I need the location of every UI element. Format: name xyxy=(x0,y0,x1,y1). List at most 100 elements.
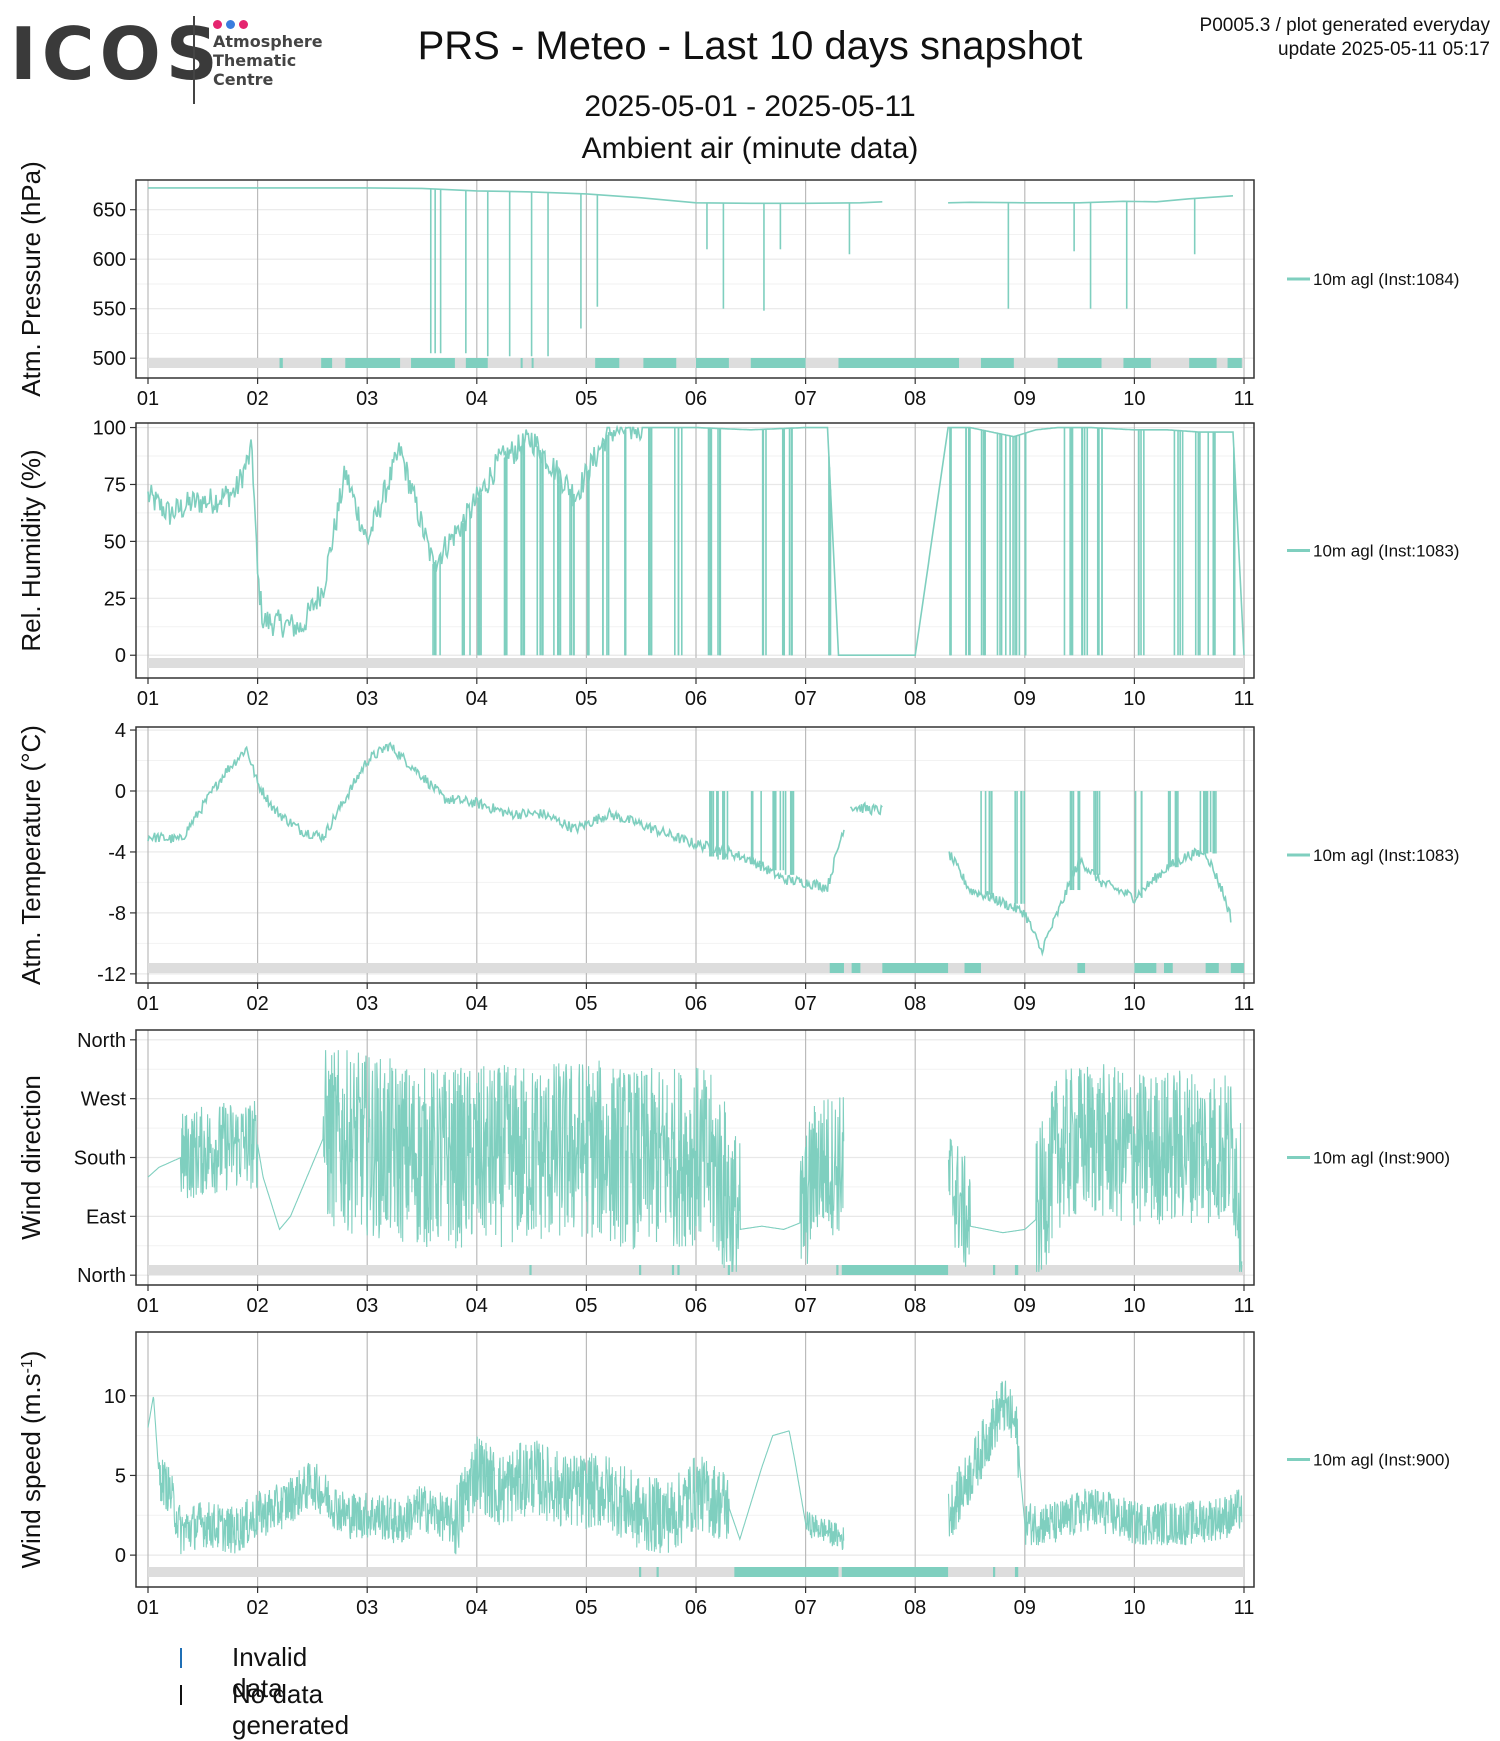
x-tick-label: 08 xyxy=(904,1295,926,1317)
availability-segment xyxy=(345,358,401,368)
x-tick-label: 09 xyxy=(1014,1295,1036,1317)
availability-segment xyxy=(993,1265,996,1275)
y-tick-label: South xyxy=(74,1148,126,1170)
series-group xyxy=(147,1380,1243,1555)
x-tick-label: 05 xyxy=(575,1295,597,1317)
logo-sub-line-3: Centre xyxy=(213,70,274,89)
availability-segment xyxy=(1057,358,1102,368)
x-tick-label: 05 xyxy=(575,688,597,710)
availability-segment xyxy=(1230,963,1244,973)
legend-label: 10m agl (Inst:900) xyxy=(1313,1451,1450,1470)
y-axis-label-text: Wind speed (m.s xyxy=(16,1373,46,1568)
availability-segment xyxy=(595,358,620,368)
x-tick-label: 02 xyxy=(246,993,268,1015)
x-tick-label: 11 xyxy=(1234,688,1255,710)
x-tick-label: 01 xyxy=(137,1295,159,1317)
y-axis-label-exponent: -1 xyxy=(19,1359,36,1373)
availability-segment xyxy=(1077,963,1086,973)
availability-band xyxy=(148,1265,1244,1275)
y-tick-label: 25 xyxy=(104,588,126,610)
logo-divider xyxy=(193,16,195,104)
x-tick-label: 09 xyxy=(1014,388,1036,410)
logo-dots xyxy=(213,16,252,34)
x-tick-label: 09 xyxy=(1014,1597,1036,1619)
availability-segment xyxy=(1014,1265,1019,1275)
y-axis-label: Rel. Humidity (%) xyxy=(16,449,46,651)
icos-logo: ICOS xyxy=(10,12,223,96)
plot-background xyxy=(136,1332,1254,1587)
legend-invalid-label: Invalid data xyxy=(232,1642,308,1703)
availability-segment xyxy=(531,358,534,368)
availability-segment xyxy=(639,1265,642,1275)
x-tick-label: 04 xyxy=(466,688,488,710)
logo-sub-line-1: Atmosphere xyxy=(213,32,323,51)
x-tick-label: 08 xyxy=(904,688,926,710)
availability-segment xyxy=(838,358,960,368)
series-group xyxy=(147,424,1245,656)
series-group xyxy=(148,187,1234,357)
x-tick-label: 05 xyxy=(575,993,597,1015)
legend-nodata-label: No data generated xyxy=(232,1679,350,1740)
y-tick-label: 75 xyxy=(104,474,126,496)
x-tick-label: 11 xyxy=(1234,993,1255,1015)
availability-segment xyxy=(1163,963,1173,973)
x-tick-label: 10 xyxy=(1123,1295,1145,1317)
series-group xyxy=(147,741,1232,957)
availability-segment xyxy=(656,1567,659,1577)
y-tick-label: East xyxy=(86,1206,126,1228)
y-axis-label: Atm. Pressure (hPa) xyxy=(16,161,46,397)
y-tick-label: 10 xyxy=(104,1386,126,1408)
legend-label: 10m agl (Inst:1083) xyxy=(1313,542,1459,561)
y-tick-label: North xyxy=(77,1030,126,1052)
availability-segment xyxy=(639,1567,642,1577)
x-tick-label: 06 xyxy=(685,993,707,1015)
x-tick-label: 07 xyxy=(794,1597,816,1619)
y-tick-label: 600 xyxy=(93,249,126,271)
x-tick-label: 06 xyxy=(685,388,707,410)
availability-segment xyxy=(851,963,861,973)
y-axis-label-text: Rel. Humidity (%) xyxy=(16,449,46,651)
x-tick-label: 04 xyxy=(466,993,488,1015)
x-tick-label: 07 xyxy=(794,388,816,410)
availability-segment xyxy=(841,1265,949,1275)
availability-segment xyxy=(750,358,806,368)
x-tick-label: 03 xyxy=(356,688,378,710)
plot-frame xyxy=(135,726,1255,984)
x-tick-label: 11 xyxy=(1234,388,1255,410)
x-tick-label: 08 xyxy=(904,388,926,410)
y-tick-label: 50 xyxy=(104,531,126,553)
wind-direction-line xyxy=(147,1050,1243,1272)
update-timestamp: update 2025-05-11 05:17 xyxy=(1278,39,1490,60)
x-tick-label: 11 xyxy=(1234,1597,1255,1619)
panel-2: 0 25 50 75 100 01 02 03 04 05 06 07 08 09 10 11 Rel. Hum… xyxy=(16,418,1459,710)
y-axis-label-text: Atm. Temperature (°C) xyxy=(16,725,46,985)
generation-info: P0005.3 / plot generated everyday update… xyxy=(1200,14,1490,62)
availability-band xyxy=(148,1567,1244,1577)
x-tick-label: 01 xyxy=(137,688,159,710)
y-tick-label: 0 xyxy=(115,1545,126,1567)
legend-label: 10m agl (Inst:1084) xyxy=(1313,270,1459,289)
y-tick-label: -12 xyxy=(97,964,126,986)
y-axis-label-text: Atm. Pressure (hPa) xyxy=(16,161,46,397)
y-tick-label: -8 xyxy=(108,903,126,925)
x-tick-label: 10 xyxy=(1123,388,1145,410)
x-tick-label: 10 xyxy=(1123,993,1145,1015)
legend-label: 10m agl (Inst:900) xyxy=(1313,1149,1450,1168)
series-group xyxy=(147,1050,1243,1272)
availability-segment xyxy=(1227,358,1242,368)
x-tick-label: 02 xyxy=(246,1597,268,1619)
availability-segment xyxy=(1205,963,1219,973)
panel-4: North East South West North 01 02 03 04 05 06 07 08 0… xyxy=(16,1029,1450,1317)
x-tick-label: 10 xyxy=(1123,1597,1145,1619)
x-tick-label: 03 xyxy=(356,388,378,410)
plot-background xyxy=(136,423,1254,678)
logo-dot-3 xyxy=(239,20,248,29)
availability-segment xyxy=(1189,358,1217,368)
y-tick-label: 650 xyxy=(93,200,126,222)
x-tick-label: 03 xyxy=(356,1597,378,1619)
availability-segment xyxy=(980,358,1014,368)
y-axis-label-text: Wind direction xyxy=(16,1075,46,1240)
x-tick-label: 01 xyxy=(137,993,159,1015)
